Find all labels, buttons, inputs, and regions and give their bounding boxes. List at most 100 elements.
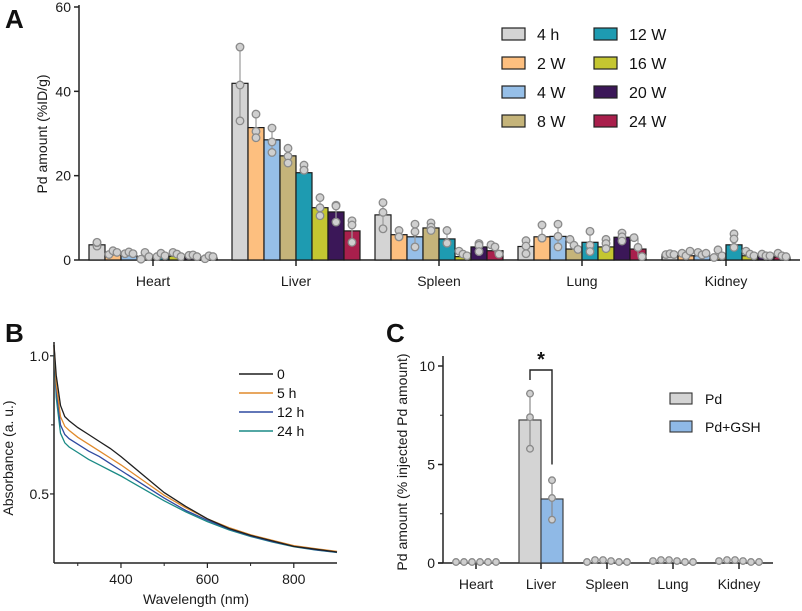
- panel-a-data-point: [685, 246, 695, 256]
- panel-c-data-point: [739, 557, 747, 565]
- panel-a-data-point: [701, 248, 711, 258]
- panel-a-data-point: [490, 242, 500, 252]
- panel-a-chart: Pd amount (%ID/g) 0 20 40 60 Heart Liver Sple…: [34, 0, 800, 289]
- panel-a-data-point: [717, 251, 727, 261]
- panel-a-legend-swatch: [501, 85, 526, 99]
- panel-a-data-point: [553, 242, 563, 252]
- panel-c-y-axis-title: Pd amount (% injected Pd amount): [394, 353, 410, 570]
- panel-a-legend-swatch: [501, 27, 526, 41]
- panel-a-data-point: [378, 198, 388, 208]
- panel-a-data-point: [494, 249, 504, 259]
- panel-c-data-point: [681, 558, 689, 566]
- panel-c-y-tick-label: 0: [427, 555, 435, 571]
- panel-a-x-tick-label: Spleen: [417, 273, 461, 289]
- panel-a-y-tick-label: 40: [55, 83, 71, 99]
- panel-a-data-point: [749, 251, 759, 261]
- panel-c-legend-swatch: [669, 392, 693, 405]
- panel-a-legend-label: 4 W: [537, 85, 566, 102]
- panel-a-data-point: [208, 252, 218, 262]
- panel-a-data-point: [633, 242, 643, 252]
- panel-b-legend-label: 24 h: [277, 423, 304, 439]
- panel-a-legend-label: 16 W: [629, 56, 667, 73]
- panel-a-y-tick-label: 20: [55, 168, 71, 184]
- panel-c-data-point: [715, 557, 723, 565]
- panel-a-data-point: [709, 253, 719, 262]
- panel-a-legend-swatch: [501, 114, 526, 128]
- panel-c-data-point: [607, 557, 615, 565]
- panel-b-axes: 0.5 1.0 400 600 800: [30, 342, 337, 587]
- panel-a-bar: [295, 172, 313, 261]
- panel-a-data-point: [617, 236, 627, 246]
- panel-a-data-point: [315, 211, 325, 221]
- panel-c-data-point: [615, 558, 623, 566]
- panel-c-bars: [452, 389, 763, 566]
- panel-c-legend: Pd Pd+GSH: [669, 391, 761, 435]
- panel-c-x-tick-label: Spleen: [585, 576, 629, 592]
- panel-a-data-point: [160, 251, 170, 261]
- panel-a-data-point: [267, 123, 277, 133]
- panel-a-data-point: [283, 143, 293, 153]
- panel-a-data-point: [537, 233, 547, 243]
- panel-a-data-point: [521, 241, 531, 251]
- panel-a-data-point: [331, 201, 341, 211]
- panel-a-legend-label: 12 W: [629, 27, 667, 44]
- panel-a-data-point: [192, 252, 202, 262]
- panel-a-legend: 4 h 2 W 4 W 8 W 12 W 16 W 20 W 24 W: [501, 27, 667, 131]
- panel-b-line-5h: [53, 344, 338, 553]
- panel-b-legend-label: 0: [277, 366, 285, 382]
- panel-c-data-point: [649, 557, 657, 565]
- panel-a-data-point: [331, 217, 341, 227]
- panel-a-data-point: [669, 250, 679, 259]
- panel-b-lines: [53, 344, 338, 554]
- panel-b-y-axis-title: Absorbance (a. u.): [0, 400, 16, 515]
- panel-c-data-point: [526, 413, 534, 422]
- panel-a-data-point: [315, 203, 325, 213]
- panel-label-b: B: [5, 318, 24, 348]
- panel-b-y-tick-label: 0.5: [30, 486, 50, 502]
- panel-label-a: A: [5, 4, 24, 34]
- panel-a-legend-swatch: [593, 85, 618, 99]
- panel-a-data-point: [410, 219, 420, 229]
- panel-b-legend-label: 12 h: [277, 404, 304, 420]
- panel-c-legend-label: Pd+GSH: [705, 419, 761, 435]
- panel-c-legend-swatch: [669, 420, 693, 433]
- panel-c-x-tick-label: Liver: [526, 576, 557, 592]
- panel-a-bar: [279, 155, 297, 261]
- panel-a-y-tick-label: 60: [55, 0, 71, 15]
- panel-c-data-point: [599, 556, 607, 564]
- panel-a-data-point: [267, 137, 277, 147]
- panel-a-data-point: [315, 193, 325, 203]
- panel-c-data-point: [583, 558, 591, 566]
- panel-c-significance: *: [529, 349, 553, 465]
- panel-a-data-point: [136, 254, 146, 264]
- panel-c-significance-bracket: [529, 369, 553, 465]
- panel-c-data-point: [689, 558, 697, 566]
- panel-c-data-point: [673, 557, 681, 565]
- panel-c-data-point: [548, 476, 556, 485]
- panel-a-data-point: [410, 242, 420, 252]
- panel-a-data-point: [235, 42, 245, 52]
- panel-c-significance-star: *: [537, 349, 545, 371]
- panel-a-legend-label: 20 W: [629, 85, 667, 102]
- panel-c-data-point: [460, 558, 468, 566]
- panel-a-data-point: [92, 237, 102, 247]
- panel-a-data-point: [729, 234, 739, 244]
- panel-a-data-point: [521, 249, 531, 259]
- panel-a-data-point: [426, 226, 436, 235]
- panel-a-y-axis-title: Pd amount (%ID/g): [34, 74, 50, 193]
- panel-c-data-point: [452, 558, 460, 566]
- panel-a-data-point: [585, 247, 595, 257]
- panel-a-data-point: [112, 247, 122, 257]
- panel-c-data-point: [492, 558, 500, 566]
- panel-a-data-point: [283, 158, 293, 168]
- panel-a-data-point: [553, 231, 563, 241]
- panel-label-c: C: [386, 318, 405, 348]
- panel-a-legend-swatch: [593, 56, 618, 70]
- panel-a-data-point: [347, 220, 357, 230]
- panel-a-y-tick-label: 0: [63, 252, 71, 268]
- panel-a-data-point: [729, 242, 739, 252]
- panel-c-data-point: [665, 556, 673, 564]
- panel-a-data-point: [442, 226, 452, 235]
- panel-c-data-point: [591, 556, 599, 564]
- panel-a-x-tick-label: Liver: [281, 273, 312, 289]
